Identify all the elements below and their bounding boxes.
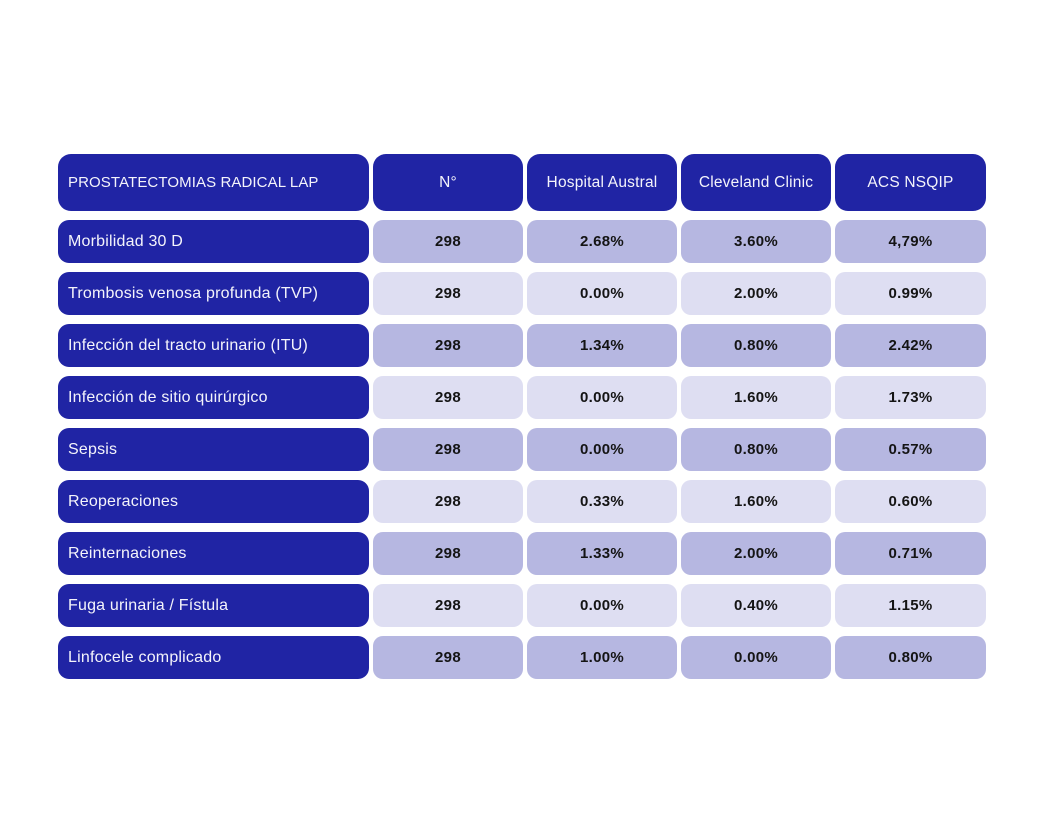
table-cell: 298	[373, 324, 523, 367]
row-label: Reinternaciones	[58, 532, 369, 575]
table-cell: 298	[373, 480, 523, 523]
row-label: Infección de sitio quirúrgico	[58, 376, 369, 419]
table-cell: 298	[373, 220, 523, 263]
row-label: Infección del tracto urinario (ITU)	[58, 324, 369, 367]
table-cell: 0.80%	[681, 324, 831, 367]
table-cell: 0.33%	[527, 480, 677, 523]
table-cell: 0.00%	[527, 272, 677, 315]
table-cell: 1.60%	[681, 480, 831, 523]
table-cell: 1.33%	[527, 532, 677, 575]
table-cell: 0.71%	[835, 532, 986, 575]
table-cell: 298	[373, 532, 523, 575]
row-label: Linfocele complicado	[58, 636, 369, 679]
column-header-acs-nsqip: ACS NSQIP	[835, 154, 986, 211]
column-header-cleveland-clinic: Cleveland Clinic	[681, 154, 831, 211]
comparison-table: PROSTATECTOMIAS RADICAL LAP N° Hospital …	[58, 154, 986, 679]
table-cell: 0.00%	[681, 636, 831, 679]
table-cell: 2.00%	[681, 272, 831, 315]
table-cell: 298	[373, 636, 523, 679]
row-label: Reoperaciones	[58, 480, 369, 523]
table-cell: 1.34%	[527, 324, 677, 367]
table-cell: 0.80%	[835, 636, 986, 679]
table-cell: 0.99%	[835, 272, 986, 315]
table-cell: 0.60%	[835, 480, 986, 523]
table-cell: 298	[373, 376, 523, 419]
table-cell: 2.00%	[681, 532, 831, 575]
table-cell: 0.00%	[527, 428, 677, 471]
table-cell: 1.15%	[835, 584, 986, 627]
table-cell: 1.60%	[681, 376, 831, 419]
table-cell: 298	[373, 584, 523, 627]
table-cell: 0.57%	[835, 428, 986, 471]
table-cell: 0.40%	[681, 584, 831, 627]
table-cell: 1.00%	[527, 636, 677, 679]
row-label: Morbilidad 30 D	[58, 220, 369, 263]
table-cell: 298	[373, 272, 523, 315]
column-header-hospital-austral: Hospital Austral	[527, 154, 677, 211]
column-header-n: N°	[373, 154, 523, 211]
row-label: Sepsis	[58, 428, 369, 471]
table-cell: 298	[373, 428, 523, 471]
row-label: Trombosis venosa profunda (TVP)	[58, 272, 369, 315]
table-cell: 1.73%	[835, 376, 986, 419]
row-label: Fuga urinaria / Fístula	[58, 584, 369, 627]
table-cell: 4,79%	[835, 220, 986, 263]
table-cell: 2.42%	[835, 324, 986, 367]
table-cell: 0.00%	[527, 584, 677, 627]
table-cell: 3.60%	[681, 220, 831, 263]
table-title-header: PROSTATECTOMIAS RADICAL LAP	[58, 154, 369, 211]
table-cell: 0.80%	[681, 428, 831, 471]
table-cell: 0.00%	[527, 376, 677, 419]
table-cell: 2.68%	[527, 220, 677, 263]
